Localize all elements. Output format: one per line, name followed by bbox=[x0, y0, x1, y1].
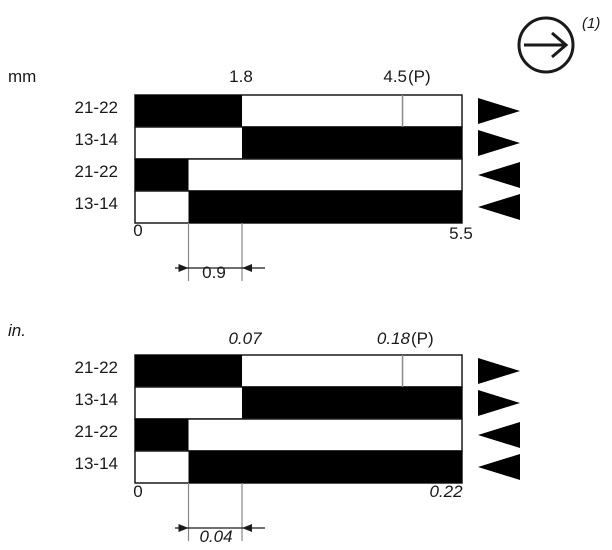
closed-segment bbox=[188, 191, 462, 223]
arrow-left-icon bbox=[478, 162, 520, 188]
row-label: 13-14 bbox=[75, 130, 118, 149]
arrow-right-icon bbox=[478, 358, 520, 384]
top-label-1: 0.07 bbox=[228, 329, 262, 348]
row-label: 21-22 bbox=[75, 358, 118, 377]
scale-end-label: 0.22 bbox=[429, 482, 463, 501]
arrow-head bbox=[551, 31, 569, 59]
closed-segment bbox=[242, 127, 462, 159]
arrow-right-icon bbox=[478, 390, 520, 416]
scale-start-label: 0 bbox=[133, 221, 142, 240]
dimension-arrow-icon bbox=[178, 264, 189, 272]
row-label: 13-14 bbox=[75, 194, 118, 213]
closed-segment bbox=[135, 419, 189, 451]
closed-segment bbox=[242, 387, 462, 419]
scale-end-label: 5.5 bbox=[449, 224, 473, 243]
arrow-right-icon bbox=[478, 130, 520, 156]
arrow-left-icon bbox=[478, 454, 520, 480]
dimension-arrow-icon bbox=[178, 524, 189, 532]
top-label-1: 1.8 bbox=[229, 67, 253, 86]
arrow-left-icon bbox=[478, 422, 520, 448]
arrow-right-icon bbox=[478, 98, 520, 124]
top-label-2: 4.5 bbox=[383, 67, 407, 86]
row-label: 13-14 bbox=[75, 390, 118, 409]
circled-right-arrow-icon bbox=[517, 16, 575, 74]
closed-segment bbox=[135, 95, 243, 127]
direction-indicator: (1) bbox=[517, 15, 600, 74]
row-label: 13-14 bbox=[75, 454, 118, 473]
closed-segment bbox=[135, 355, 243, 387]
row-label: 21-22 bbox=[75, 162, 118, 181]
dimension-label: 0.9 bbox=[202, 263, 226, 282]
scale-start-label: 0 bbox=[133, 482, 142, 501]
direction-note: (1) bbox=[582, 15, 600, 32]
top-label-p: (P) bbox=[411, 329, 434, 348]
arrow-left-icon bbox=[478, 194, 520, 220]
closed-segment bbox=[135, 159, 189, 191]
row-label: 21-22 bbox=[75, 98, 118, 117]
contact-bars bbox=[134, 94, 463, 224]
dimension-label: 0.04 bbox=[199, 527, 232, 546]
dimension-arrow-icon bbox=[242, 264, 253, 272]
panel-mm: mm 1.8 4.5 (P) 21-22 13-14 21-22 13-14 0… bbox=[8, 67, 520, 282]
top-label-2: 0.18 bbox=[377, 329, 411, 348]
row-frame bbox=[134, 158, 463, 192]
contact-bars bbox=[134, 354, 463, 484]
panel-in: in. 0.07 0.18 (P) 21-22 13-14 21-22 13-1… bbox=[8, 321, 520, 546]
dimension-arrow-icon bbox=[242, 524, 253, 532]
unit-label: in. bbox=[8, 321, 26, 340]
closed-segment bbox=[188, 451, 462, 483]
unit-label: mm bbox=[8, 67, 36, 86]
row-label: 21-22 bbox=[75, 422, 118, 441]
top-label-p: (P) bbox=[408, 67, 431, 86]
